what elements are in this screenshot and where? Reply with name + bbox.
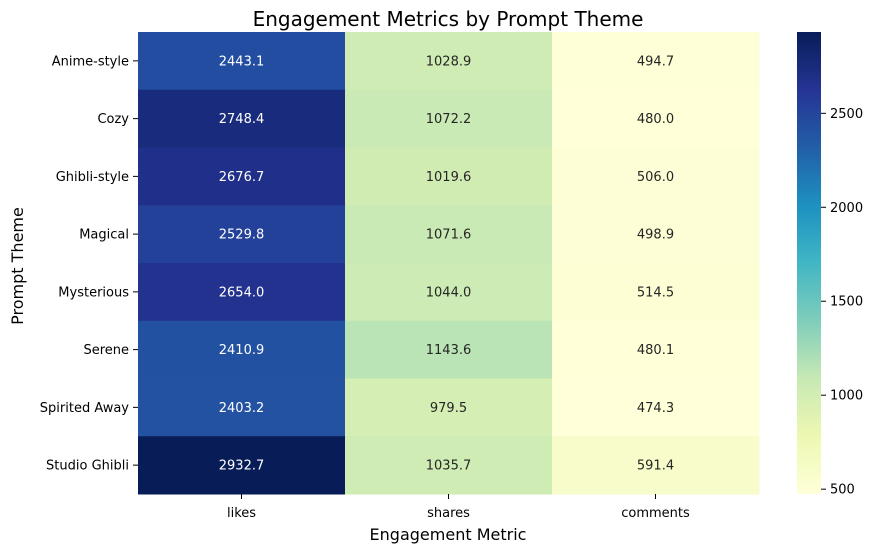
heatmap-cell — [138, 89, 346, 148]
cell-value-label: 1044.0 — [426, 285, 472, 300]
cell-value-label: 591.4 — [637, 459, 674, 474]
heatmap-cell — [552, 32, 760, 91]
heatmap-cell — [345, 320, 553, 379]
colorbar-tick-label: 2500 — [830, 107, 863, 122]
heatmap-cell — [138, 147, 346, 206]
heatmap-cell — [138, 263, 346, 322]
colorbar-tick-label: 2000 — [830, 201, 863, 216]
heatmap-cell — [345, 89, 553, 148]
cell-value-label: 494.7 — [637, 54, 674, 69]
colorbar-gradient — [797, 32, 821, 494]
heatmap-cell — [138, 32, 346, 91]
heatmap-cell — [138, 378, 346, 437]
x-tick-label: comments — [621, 506, 690, 521]
x-axis: likes shares comments — [227, 494, 690, 521]
cell-value-label: 480.1 — [637, 343, 674, 358]
cell-value-label: 2748.4 — [219, 112, 265, 127]
y-tick-label: Spirited Away — [40, 401, 130, 416]
cell-value-label: 1019.6 — [426, 170, 472, 185]
heatmap-cells: 2443.1 1028.9 494.7 2748.4 1072.2 480.0 2676.7… — [138, 32, 760, 495]
colorbar-tick-label: 1500 — [830, 295, 863, 310]
y-tick-label: Anime-style — [52, 54, 129, 69]
heatmap-cell — [345, 147, 553, 206]
heatmap-cell — [345, 378, 553, 437]
cell-value-label: 1035.7 — [426, 459, 472, 474]
y-tick-label: Ghibli-style — [56, 170, 129, 185]
cell-value-label: 2410.9 — [219, 343, 265, 358]
y-tick-label: Serene — [83, 343, 129, 358]
chart-title: Engagement Metrics by Prompt Theme — [253, 7, 644, 31]
y-axis-label: Prompt Theme — [8, 207, 27, 325]
heatmap-cell — [345, 32, 553, 91]
heatmap-cell — [552, 378, 760, 437]
cell-value-label: 2676.7 — [219, 170, 265, 185]
cell-value-label: 498.9 — [637, 228, 674, 243]
y-tick-label: Magical — [79, 228, 129, 243]
cell-value-label: 506.0 — [637, 170, 674, 185]
heatmap-cell — [345, 263, 553, 322]
heatmap-cell — [552, 436, 760, 495]
cell-value-label: 514.5 — [637, 285, 674, 300]
heatmap-cell — [138, 436, 346, 495]
heatmap-cell — [138, 205, 346, 264]
cell-value-label: 1028.9 — [426, 54, 472, 69]
heatmap-cell — [552, 147, 760, 206]
cell-value-label: 480.0 — [637, 112, 674, 127]
cell-value-label: 1071.6 — [426, 228, 472, 243]
cell-value-label: 474.3 — [637, 401, 674, 416]
cell-value-label: 2529.8 — [219, 228, 265, 243]
colorbar-tick-label: 1000 — [830, 389, 863, 404]
cell-value-label: 2932.7 — [219, 459, 265, 474]
heatmap-cell — [552, 263, 760, 322]
colorbar-tick-label: 500 — [830, 483, 855, 498]
y-axis: Anime-style Cozy Ghibli-style Magical Myster… — [40, 54, 138, 474]
cell-value-label: 979.5 — [430, 401, 467, 416]
heatmap-cell — [552, 320, 760, 379]
y-tick-label: Mysterious — [58, 285, 129, 300]
cell-value-label: 1143.6 — [426, 343, 472, 358]
y-tick-label: Cozy — [97, 112, 129, 127]
cell-value-label: 1072.2 — [426, 112, 472, 127]
cell-value-label: 2654.0 — [219, 285, 265, 300]
y-tick-label: Studio Ghibli — [46, 459, 129, 474]
colorbar: 500 1000 1500 2000 2500 — [797, 32, 863, 498]
cell-value-label: 2443.1 — [219, 54, 265, 69]
heatmap-cell — [345, 205, 553, 264]
heatmap-cell — [345, 436, 553, 495]
cell-value-label: 2403.2 — [219, 401, 265, 416]
heatmap-cell — [138, 320, 346, 379]
x-tick-label: likes — [227, 506, 256, 521]
heatmap-cell — [552, 89, 760, 148]
x-axis-label: Engagement Metric — [370, 525, 527, 544]
x-tick-label: shares — [427, 506, 470, 521]
heatmap-cell — [552, 205, 760, 264]
